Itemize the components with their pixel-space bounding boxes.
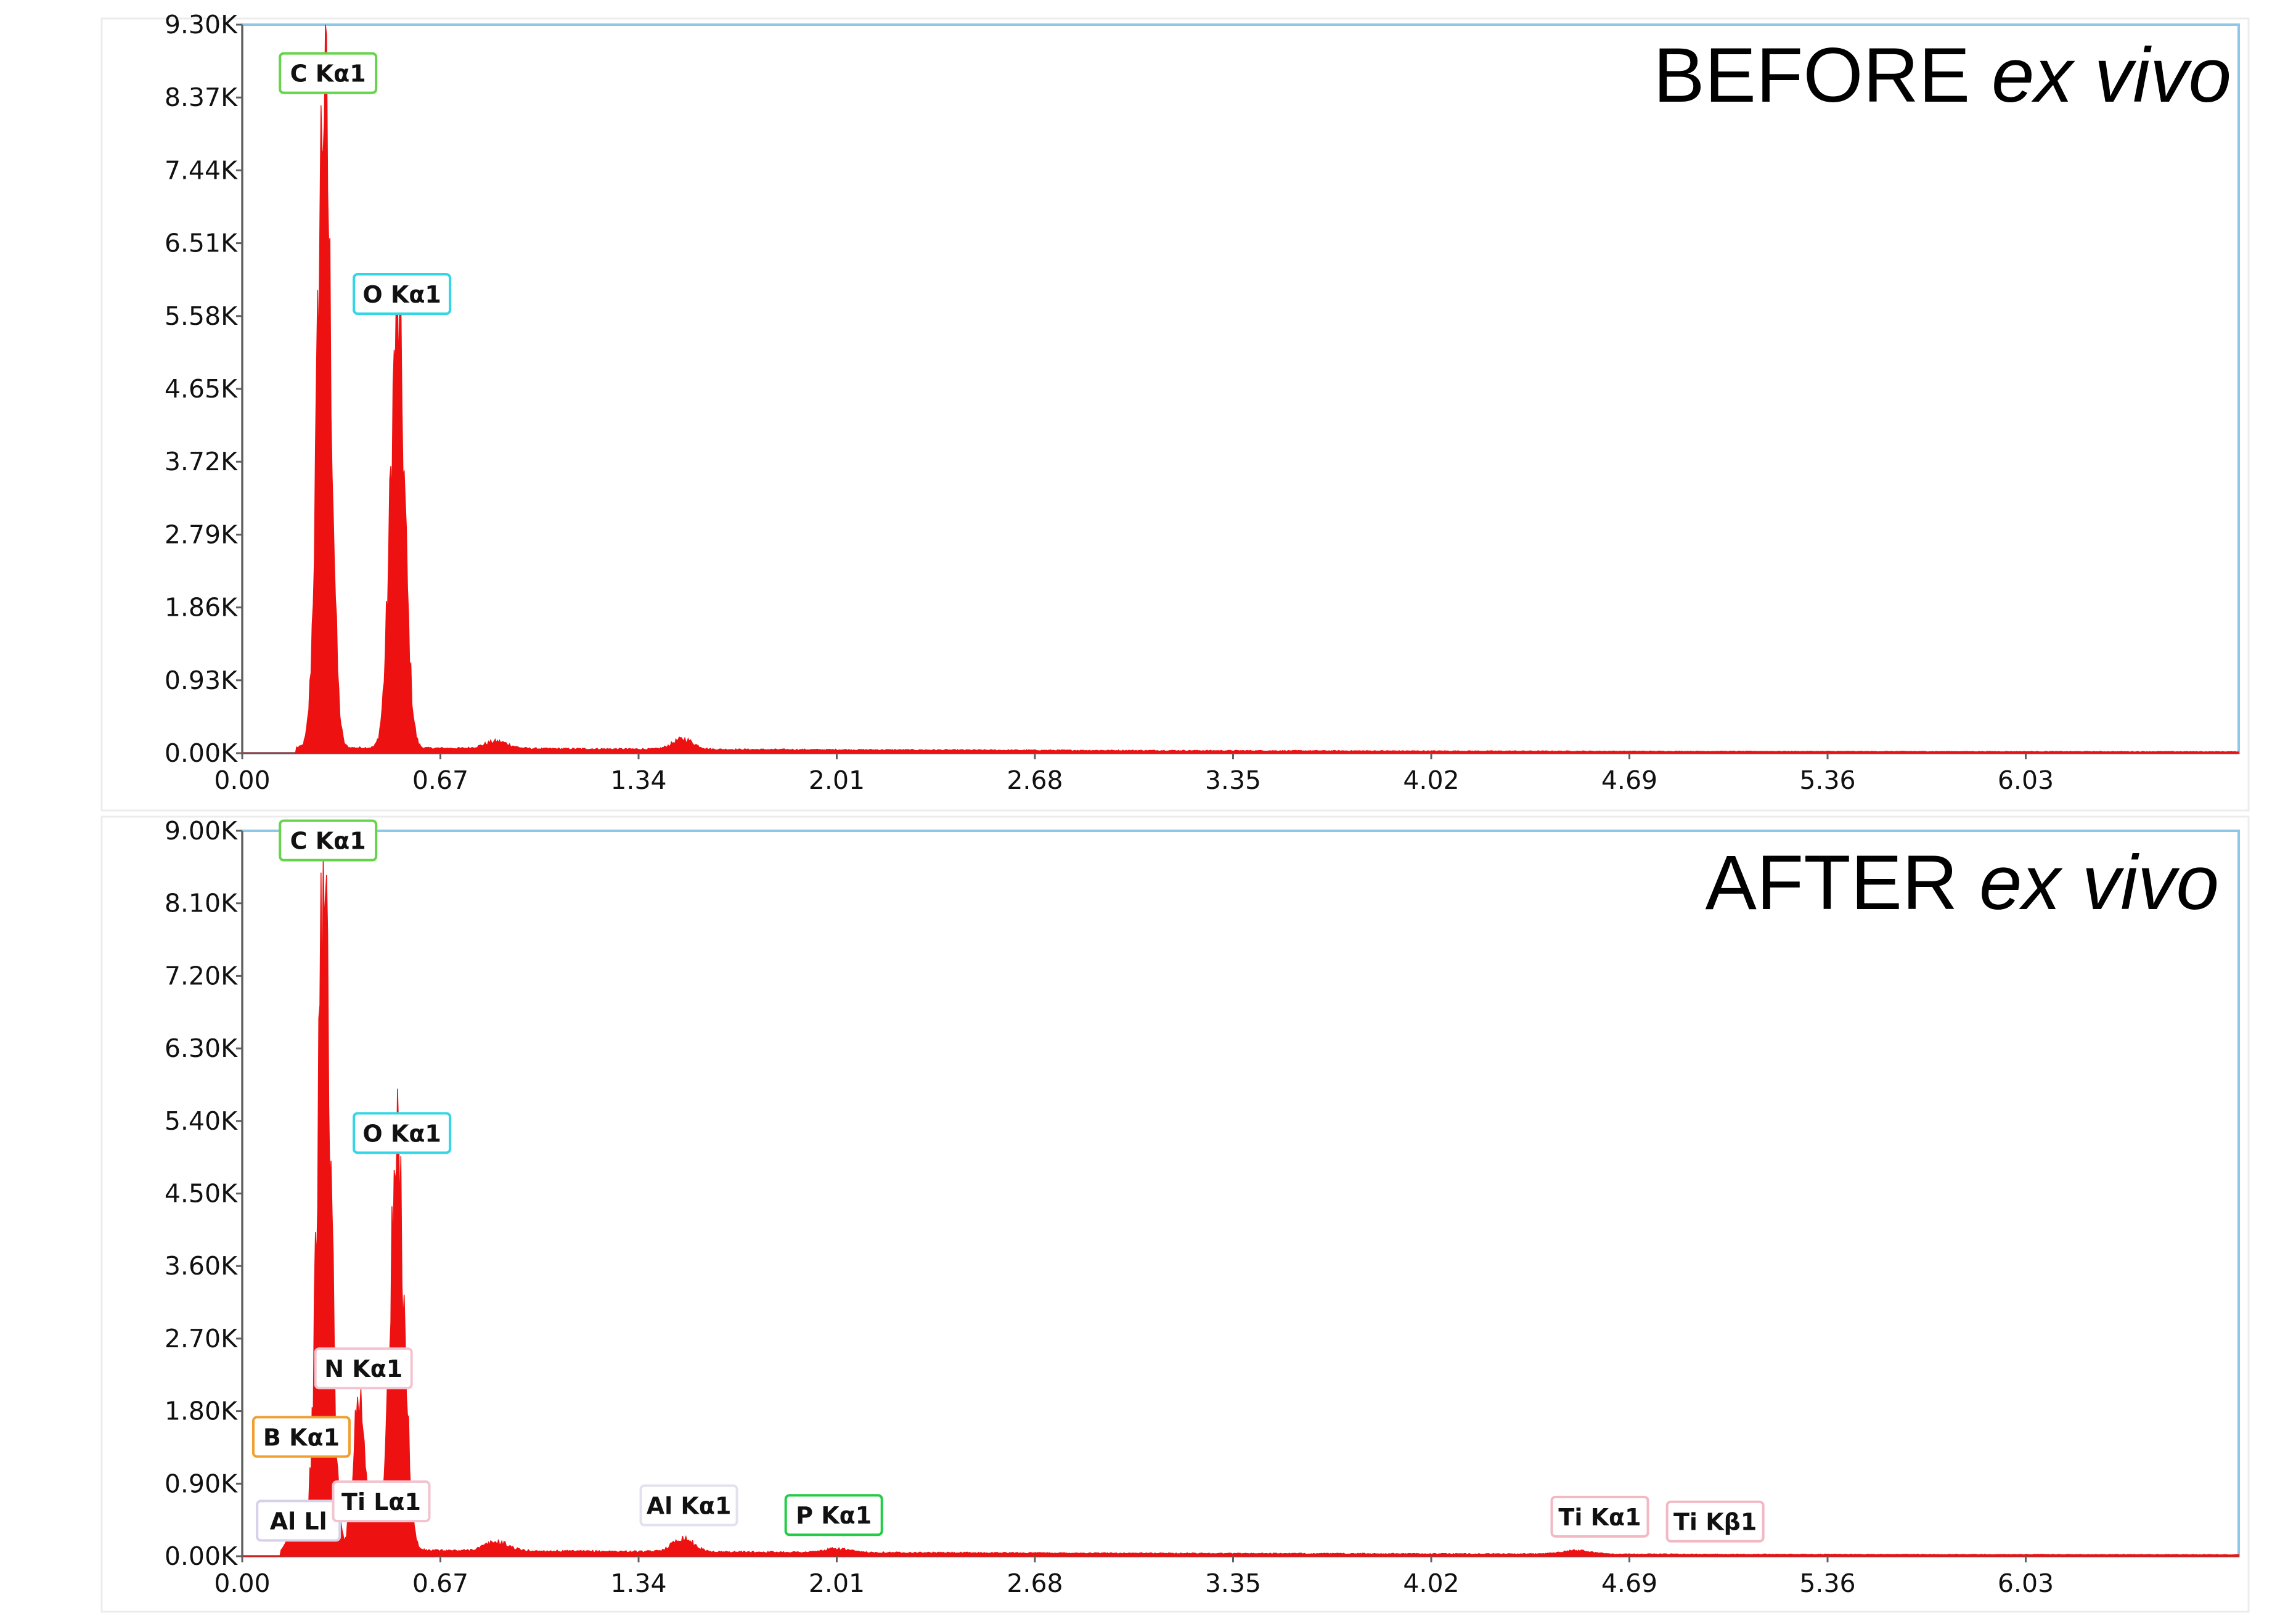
peak-label-text: B Kα1 xyxy=(263,1424,340,1451)
y-tick-label: 7.20K xyxy=(165,961,238,990)
y-tick-label: 0.90K xyxy=(165,1469,238,1498)
y-tick-label: 6.30K xyxy=(165,1034,238,1063)
peak-label-box xyxy=(279,52,378,94)
x-tick-label: 0.67 xyxy=(412,765,468,795)
x-tick-label: 5.36 xyxy=(1799,1569,1855,1598)
panel-frame xyxy=(100,17,2250,812)
y-tick-label: 1.80K xyxy=(165,1397,238,1426)
x-tick-label: 0.00 xyxy=(214,1569,270,1598)
y-tick-label: 7.44K xyxy=(165,155,238,185)
y-tick-label: 2.79K xyxy=(165,520,238,549)
peak-label-text: Ti Lα1 xyxy=(341,1488,421,1516)
peak-label-box xyxy=(279,819,378,862)
spectrum-panel-1: 0.00K 0.93K 1.86K 2.79K 3.72K 4.65K 5.58K 6.51K… xyxy=(100,10,2250,812)
peak-label: N Kα1 xyxy=(314,1347,413,1390)
y-tick-label: 9.00K xyxy=(165,816,238,846)
panel-title-italic: ex vivo xyxy=(1992,33,2231,118)
panel-title: BEFORE ex vivo xyxy=(1653,33,2231,118)
peak-label-text: P Kα1 xyxy=(796,1502,872,1529)
peak-label-box xyxy=(1550,1495,1649,1538)
x-tick-label: 3.35 xyxy=(1205,765,1261,795)
y-tick-label: 8.37K xyxy=(165,83,238,112)
y-tick-label: 8.10K xyxy=(165,889,238,918)
y-tick-label: 0.00K xyxy=(165,738,238,768)
x-tick-label: 4.69 xyxy=(1601,1569,1657,1598)
x-tick-label: 4.02 xyxy=(1403,1569,1459,1598)
panel-title-main: BEFORE xyxy=(1653,33,1992,118)
y-tick-label: 3.60K xyxy=(165,1251,238,1281)
peak-label: Ti Lα1 xyxy=(332,1480,431,1522)
y-tick-label: 4.50K xyxy=(165,1179,238,1209)
y-tick-label: 0.00K xyxy=(165,1541,238,1571)
peak-label-box xyxy=(353,273,452,316)
peak-label-text: C Kα1 xyxy=(290,60,366,88)
peak-label-box xyxy=(314,1347,413,1390)
peak-label: P Kα1 xyxy=(784,1494,883,1536)
peak-label: O Kα1 xyxy=(353,1112,452,1154)
x-tick-label: 5.36 xyxy=(1799,765,1855,795)
y-tick-label: 1.86K xyxy=(165,593,238,622)
y-tick-label: 2.70K xyxy=(165,1324,238,1353)
x-tick-label: 4.02 xyxy=(1403,765,1459,795)
spectrum-series xyxy=(242,858,2239,1557)
peak-label-text: Al Ll xyxy=(270,1508,327,1535)
peak-label-box xyxy=(332,1480,431,1522)
peak-label: C Kα1 xyxy=(279,819,378,862)
x-tick-label: 3.35 xyxy=(1205,1569,1261,1598)
x-tick-label: 0.00 xyxy=(214,765,270,795)
x-tick-label: 1.34 xyxy=(610,765,666,795)
peak-label-box xyxy=(1665,1500,1765,1543)
x-tick-label: 2.68 xyxy=(1007,765,1063,795)
peak-label: Al Ll xyxy=(256,1500,341,1542)
x-tick-label: 6.03 xyxy=(1998,765,2054,795)
x-tick-label: 2.01 xyxy=(809,1569,865,1598)
peak-label: O Kα1 xyxy=(353,273,452,316)
peak-label-box xyxy=(353,1112,452,1154)
peak-label-text: O Kα1 xyxy=(362,281,441,308)
peak-label-text: N Kα1 xyxy=(324,1355,402,1382)
spectrum-panel-2: 0.00K 0.90K 1.80K 2.70K 3.60K 4.50K 5.40K 6.30K… xyxy=(100,815,2250,1613)
panel-title-main: AFTER xyxy=(1705,840,1979,926)
x-tick-label: 4.69 xyxy=(1601,765,1657,795)
y-tick-label: 6.51K xyxy=(165,229,238,258)
peak-label: Ti Kα1 xyxy=(1550,1495,1649,1538)
x-tick-label: 2.01 xyxy=(809,765,865,795)
peak-label-box xyxy=(784,1494,883,1536)
plot-area xyxy=(241,830,2240,1557)
peak-label-text: Ti Kβ1 xyxy=(1673,1509,1757,1536)
x-tick-label: 2.68 xyxy=(1007,1569,1063,1598)
y-tick-label: 4.65K xyxy=(165,374,238,404)
spectrum-series xyxy=(242,24,2239,754)
panel-title: AFTER ex vivo xyxy=(1705,840,2219,926)
peak-label-text: Ti Kα1 xyxy=(1558,1504,1641,1531)
peak-label-text: C Kα1 xyxy=(290,828,366,855)
peak-label-text: O Kα1 xyxy=(362,1120,441,1147)
y-tick-label: 9.30K xyxy=(165,10,238,39)
peak-label-box xyxy=(639,1484,738,1527)
peak-label-box xyxy=(251,1416,351,1458)
peak-label: C Kα1 xyxy=(279,52,378,94)
y-tick-label: 0.93K xyxy=(165,666,238,695)
x-tick-label: 1.34 xyxy=(610,1569,666,1598)
peak-label: B Kα1 xyxy=(251,1416,351,1458)
x-tick-label: 0.67 xyxy=(412,1569,468,1598)
y-tick-label: 5.40K xyxy=(165,1106,238,1136)
x-tick-label: 6.03 xyxy=(1998,1569,2054,1598)
peak-label: Ti Kβ1 xyxy=(1665,1500,1765,1543)
y-tick-label: 3.72K xyxy=(165,447,238,476)
peak-label-text: Al Kα1 xyxy=(647,1493,732,1520)
panel-title-italic: ex vivo xyxy=(1979,840,2219,926)
y-tick-label: 5.58K xyxy=(165,301,238,331)
panel-frame xyxy=(100,815,2250,1613)
plot-area xyxy=(241,23,2240,754)
peak-label: Al Kα1 xyxy=(639,1484,738,1527)
